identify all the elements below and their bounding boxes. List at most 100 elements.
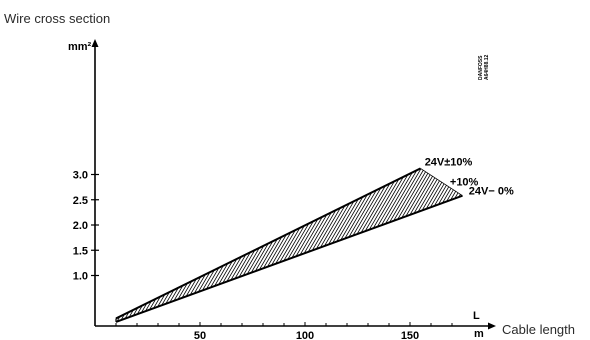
hatch-line bbox=[194, 168, 366, 322]
hatch-line bbox=[0, 40, 77, 330]
hatch-line bbox=[255, 168, 427, 322]
hatch-line bbox=[538, 40, 590, 330]
hatch-line bbox=[201, 168, 372, 322]
hatch-line bbox=[0, 40, 4, 330]
hatch-line bbox=[0, 40, 68, 330]
series-annotation: 24V− 0% bbox=[469, 186, 514, 198]
hatch-line bbox=[116, 168, 257, 322]
hatch-line bbox=[116, 168, 283, 322]
hatch-line bbox=[0, 40, 109, 330]
manufacturer-code: DANFOSS A64H88.12 bbox=[478, 54, 490, 80]
hatch-line bbox=[0, 40, 39, 330]
y-axis: 1.0 1.5 2.0 2.5 3.0 mm² bbox=[68, 39, 99, 326]
hatch-line bbox=[0, 40, 48, 330]
hatch-line bbox=[0, 40, 71, 330]
hatch-line bbox=[116, 168, 251, 322]
hatch-line bbox=[116, 168, 235, 322]
hatch-line bbox=[116, 168, 270, 322]
plot-area: 24V±10% +10%24V− 0% bbox=[0, 40, 590, 330]
hatch-line bbox=[116, 168, 132, 322]
hatch-line bbox=[579, 40, 590, 330]
hatch-line bbox=[246, 168, 417, 322]
hatch-line bbox=[560, 40, 590, 330]
hatch-line bbox=[116, 168, 193, 322]
hatch-line bbox=[166, 168, 337, 322]
hatch-line bbox=[570, 40, 590, 330]
x-tick-label: 150 bbox=[401, 330, 419, 340]
hatch-line bbox=[531, 40, 590, 330]
x-minor-ticks bbox=[115, 322, 453, 326]
series-annotation: 24V±10% bbox=[425, 156, 473, 168]
hatch-line bbox=[116, 168, 168, 322]
hatch-line bbox=[522, 40, 590, 330]
hatch-line bbox=[116, 168, 273, 322]
hatch-line bbox=[116, 168, 200, 322]
hatch-line bbox=[116, 168, 145, 322]
y-tick-label: 1.0 bbox=[73, 271, 88, 283]
hatch-line bbox=[116, 168, 260, 322]
hatch-line bbox=[0, 40, 58, 330]
x-tick-label: 100 bbox=[296, 330, 314, 340]
hatch-line bbox=[116, 168, 129, 322]
hatch-line bbox=[210, 168, 382, 322]
hatch-line bbox=[0, 40, 36, 330]
hatch-line bbox=[116, 168, 152, 322]
hatch-line bbox=[297, 168, 463, 322]
hatch-line bbox=[528, 40, 590, 330]
hatch-line bbox=[121, 168, 292, 322]
x-unit-label: m bbox=[474, 328, 484, 340]
hatch-line bbox=[576, 40, 590, 330]
hatch-line bbox=[0, 40, 64, 330]
hatch-line bbox=[116, 168, 248, 322]
y-unit-label: mm² bbox=[68, 41, 92, 53]
hatch-line bbox=[0, 40, 10, 330]
hatch-line bbox=[0, 40, 45, 330]
hatch-line bbox=[220, 168, 392, 322]
hatch-line bbox=[116, 168, 184, 322]
hatch-line bbox=[509, 40, 590, 330]
hatch-line bbox=[0, 40, 100, 330]
hatch-line bbox=[116, 168, 203, 322]
y-tick-label: 3.0 bbox=[73, 170, 88, 182]
hatch-line bbox=[116, 168, 148, 322]
hatch-line bbox=[134, 168, 305, 322]
hatch-line bbox=[586, 40, 590, 330]
hatch-line bbox=[169, 168, 340, 322]
hatch-line bbox=[143, 168, 315, 322]
hatch-line bbox=[116, 168, 276, 322]
y-tick-label: 2.5 bbox=[73, 195, 88, 207]
series-line-2 bbox=[115, 194, 463, 323]
hatch-line bbox=[116, 168, 232, 322]
hatch-line bbox=[502, 40, 590, 330]
hatch-line bbox=[258, 168, 430, 322]
hatch-line bbox=[506, 40, 590, 330]
hatch-line bbox=[515, 40, 590, 330]
hatch-line bbox=[198, 168, 369, 322]
hatch-line bbox=[0, 40, 42, 330]
hatch-line bbox=[268, 168, 440, 322]
hatch-line bbox=[116, 168, 155, 322]
hatch-line bbox=[0, 40, 7, 330]
hatch-line bbox=[236, 168, 408, 322]
hatch-line bbox=[116, 168, 228, 322]
hatch-line bbox=[265, 168, 436, 322]
hatch-line bbox=[175, 168, 347, 322]
hatch-line bbox=[518, 40, 590, 330]
hatch-line bbox=[233, 168, 404, 322]
band-edge bbox=[420, 168, 463, 197]
hatch-line bbox=[0, 40, 84, 330]
hatch-line bbox=[204, 168, 376, 322]
hatch-line bbox=[271, 168, 443, 322]
y-tick-label: 1.5 bbox=[73, 245, 88, 257]
hatch-line bbox=[0, 40, 23, 330]
hatch-line bbox=[116, 168, 216, 322]
hatch-line bbox=[223, 168, 395, 322]
hatch-line bbox=[116, 168, 139, 322]
hatch-line bbox=[226, 168, 398, 322]
hatch-line bbox=[0, 40, 61, 330]
hatch-line bbox=[172, 168, 344, 322]
hatch-line bbox=[178, 168, 350, 322]
hatch-line bbox=[162, 168, 334, 322]
hatch-line bbox=[262, 168, 433, 322]
hatch-line bbox=[534, 40, 590, 330]
